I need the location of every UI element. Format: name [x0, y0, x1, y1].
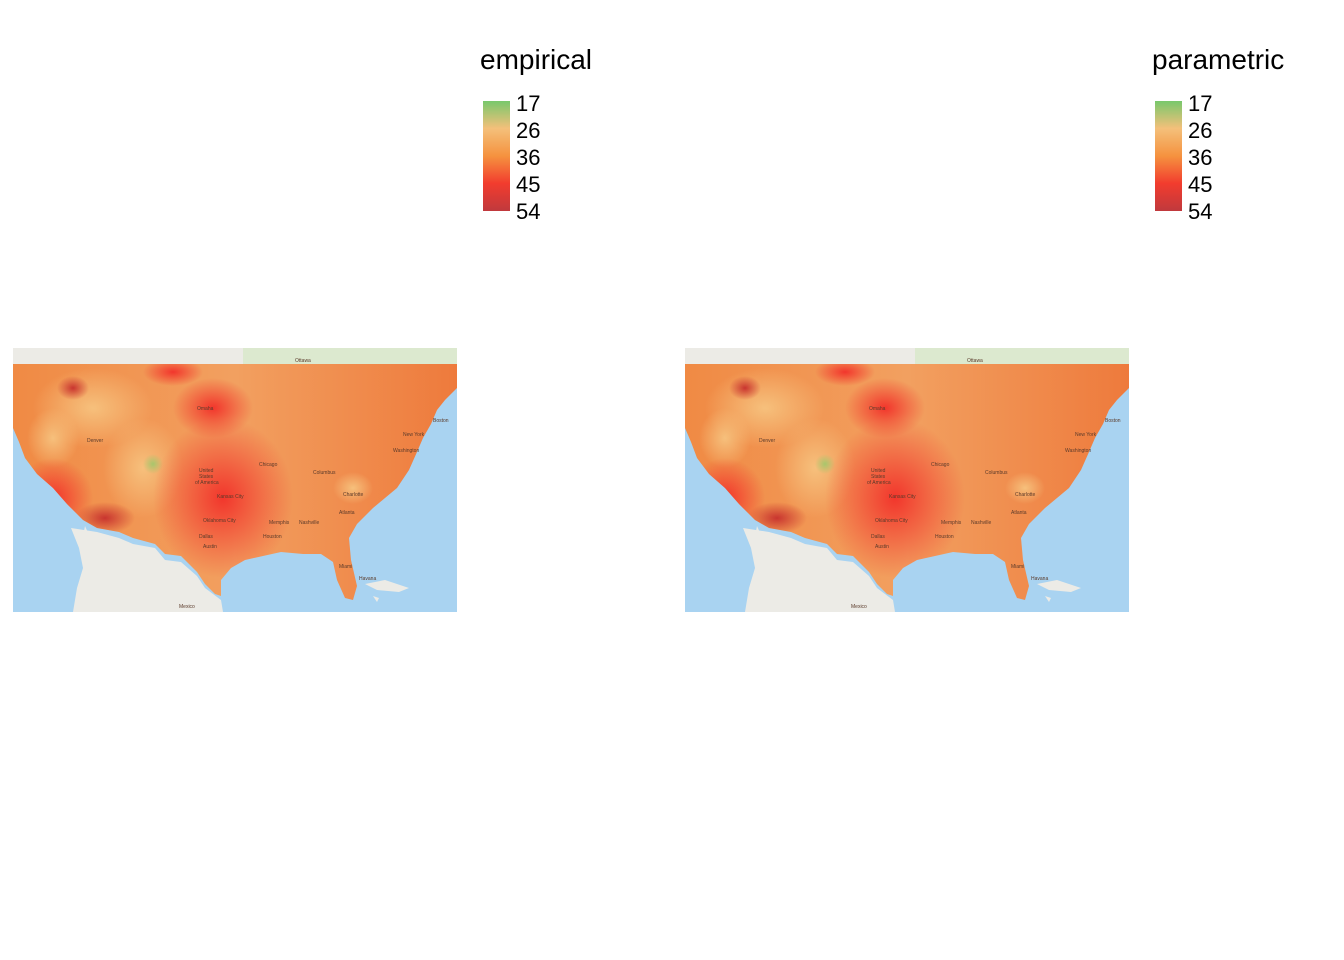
map-svg [13, 348, 457, 612]
legend-colorbar [1155, 101, 1182, 211]
legend-tick-label: 36 [516, 145, 541, 170]
legend-title: empirical [480, 44, 593, 75]
legend-tick-label: 36 [1188, 145, 1213, 170]
map-parametric [685, 348, 1129, 612]
legend-tick-label: 45 [1188, 172, 1213, 197]
legend-colorbar [483, 101, 510, 211]
map-panel-parametric: parametric 17 26 36 45 54 [672, 0, 1344, 960]
map-empirical [13, 348, 457, 612]
legend-tick-label: 54 [516, 199, 541, 224]
map-svg [685, 348, 1129, 612]
legend-tick-label: 54 [1188, 199, 1213, 224]
legend-tick-label: 26 [516, 118, 541, 143]
legend-tick-label: 17 [516, 91, 541, 116]
legend-tick-label: 17 [1188, 91, 1213, 116]
legend-tick-label: 45 [516, 172, 541, 197]
map-panel-empirical: empirical 17 26 36 45 54 [0, 44, 593, 960]
legend-title: parametric [1152, 44, 1285, 75]
legend-tick-label: 26 [1188, 118, 1213, 143]
